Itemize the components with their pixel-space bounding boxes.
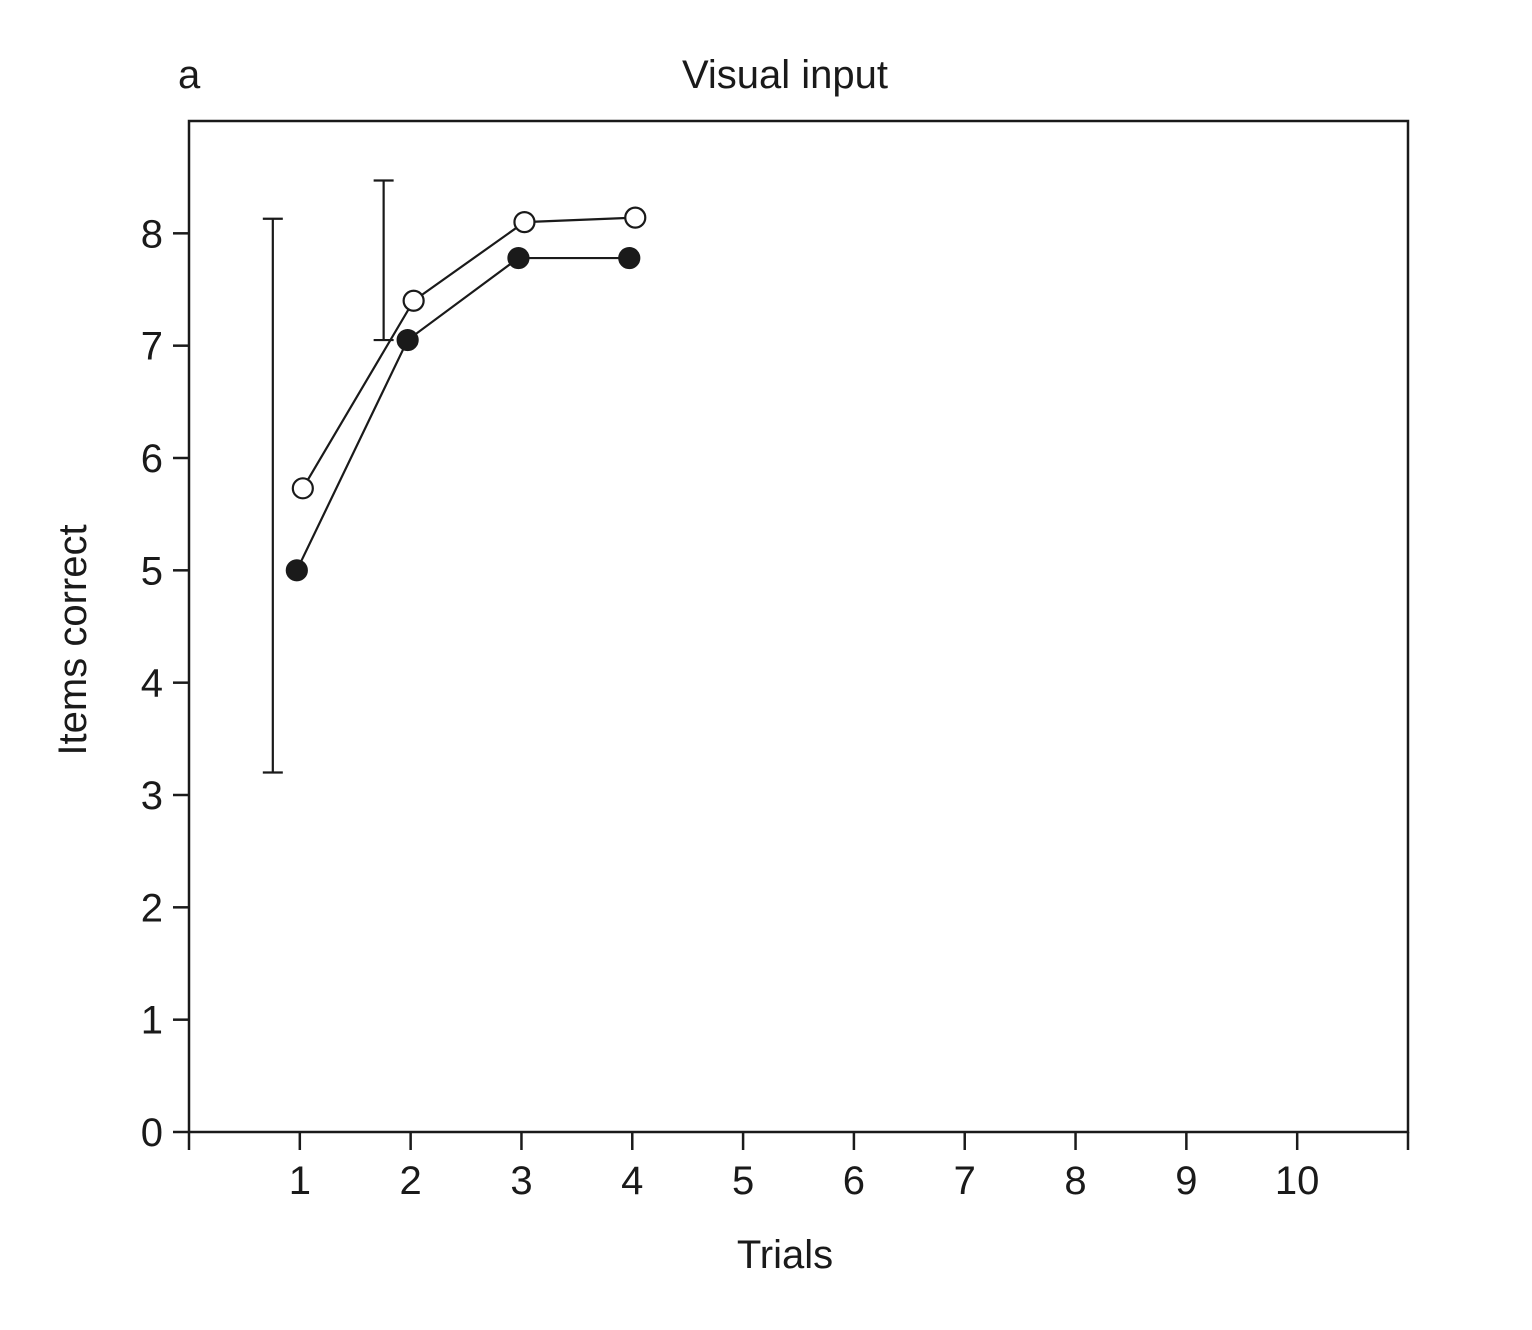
y-axis-title: Items correct [51,524,95,755]
chart-title: Visual input [682,53,888,97]
x-axis: 1 2 3 4 5 6 7 8 9 10 [187,1132,1410,1203]
y-tick-label: 4 [141,662,163,706]
open-circle-point [624,206,647,229]
y-tick-label: 0 [141,1111,163,1155]
y-tick-label: 8 [141,212,163,256]
filled-circle-point [507,246,530,270]
x-tick-label: 7 [954,1159,976,1203]
x-tick-label: 6 [843,1159,865,1203]
y-axis: 0 1 2 3 4 5 6 7 8 [141,212,189,1155]
y-tick-label: 2 [141,886,163,930]
y-tick-label: 5 [141,549,163,593]
filled-circle-point [618,246,641,270]
x-tick-label: 3 [510,1159,532,1203]
x-tick-label: 1 [289,1159,311,1203]
series-line-filled [295,256,630,571]
series-line-open [301,216,636,489]
x-tick-label: 2 [400,1159,422,1203]
open-circle-point [513,211,536,234]
filled-circle-point [285,559,308,582]
x-tick-label: 8 [1064,1159,1086,1203]
open-circle-point [402,289,425,312]
error-bars [262,179,394,774]
open-circle-point [291,477,314,500]
x-axis-title: Trials [737,1233,833,1277]
plot-frame [187,119,1410,1134]
y-tick-label: 6 [141,437,163,481]
series-group [285,206,647,582]
y-tick-label: 7 [141,325,163,369]
filled-circle-point [396,328,419,352]
x-tick-label: 4 [621,1159,643,1203]
x-tick-label: 10 [1275,1159,1320,1203]
x-tick-label: 5 [732,1159,754,1203]
y-tick-label: 3 [141,774,163,818]
x-tick-label: 9 [1175,1159,1197,1203]
panel-label: a [178,53,201,97]
y-tick-label: 1 [141,999,163,1043]
